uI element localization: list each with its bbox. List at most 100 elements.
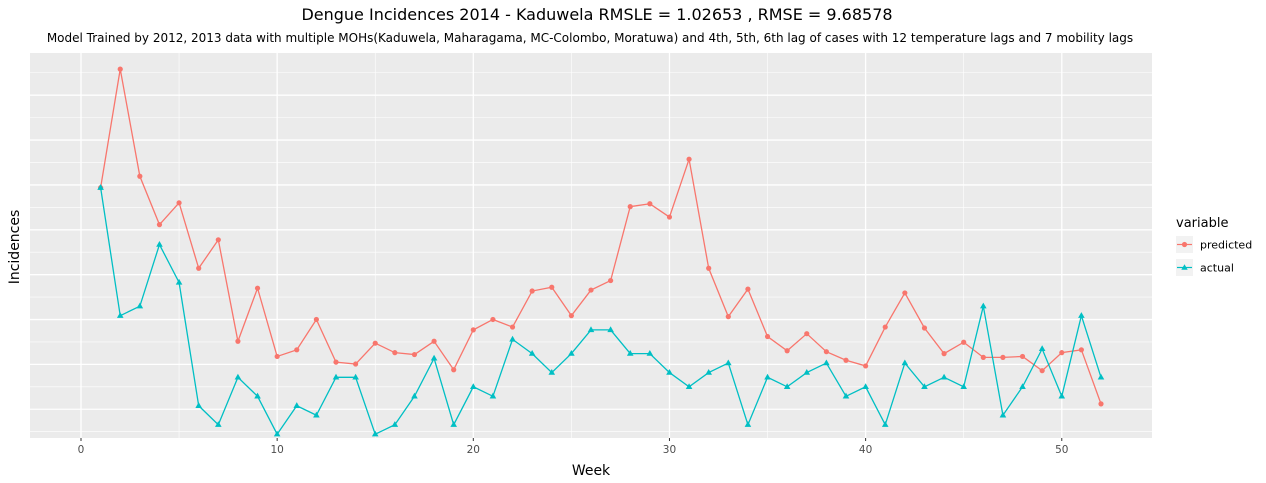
data-point-actual bbox=[666, 368, 673, 375]
series-line-actual bbox=[99, 187, 1102, 436]
data-point-actual bbox=[568, 350, 575, 356]
data-point-predicted bbox=[666, 214, 673, 220]
data-point-actual bbox=[116, 312, 124, 318]
data-point-predicted bbox=[843, 357, 849, 363]
data-point-predicted bbox=[1000, 354, 1006, 360]
legend-item-actual: actual bbox=[1176, 259, 1234, 276]
data-point-predicted bbox=[490, 316, 496, 323]
data-point-predicted bbox=[451, 367, 457, 373]
data-point-predicted bbox=[529, 288, 535, 294]
data-point-predicted bbox=[823, 349, 829, 355]
x-tick-label: 30 bbox=[663, 444, 676, 456]
data-point-predicted bbox=[1078, 347, 1084, 353]
data-point-actual bbox=[273, 430, 281, 437]
data-point-predicted bbox=[215, 237, 221, 243]
data-point-predicted bbox=[706, 265, 712, 271]
data-point-predicted bbox=[1098, 401, 1104, 407]
data-point-actual bbox=[430, 354, 438, 361]
data-point-actual bbox=[1097, 373, 1105, 380]
data-point-predicted bbox=[804, 331, 810, 337]
data-point-predicted bbox=[941, 351, 947, 357]
series-line-predicted bbox=[99, 69, 1102, 405]
data-point-actual bbox=[470, 383, 477, 389]
data-point-actual bbox=[136, 302, 144, 309]
data-point-actual bbox=[195, 402, 202, 408]
data-point-predicted bbox=[725, 314, 731, 320]
x-axis-label: Week bbox=[572, 463, 611, 479]
data-point-actual bbox=[528, 350, 536, 356]
x-tick-label: 0 bbox=[78, 444, 85, 456]
data-point-actual bbox=[156, 240, 163, 247]
data-point-predicted bbox=[980, 354, 986, 360]
data-point-actual bbox=[744, 421, 752, 427]
data-point-predicted bbox=[509, 324, 516, 330]
data-point-actual bbox=[587, 326, 595, 333]
data-point-actual bbox=[921, 383, 928, 389]
data-point-actual bbox=[803, 368, 811, 375]
data-point-predicted bbox=[196, 265, 202, 271]
data-point-predicted bbox=[1019, 353, 1026, 360]
data-point-predicted bbox=[431, 338, 437, 344]
data-point-predicted bbox=[313, 316, 319, 323]
data-point-predicted bbox=[294, 347, 300, 353]
data-point-actual bbox=[881, 421, 889, 427]
legend: variable predicted actual bbox=[1176, 216, 1252, 276]
data-point-predicted bbox=[686, 156, 692, 162]
data-point-actual bbox=[960, 383, 967, 389]
data-point-predicted bbox=[647, 201, 653, 207]
data-point-actual bbox=[607, 326, 614, 333]
data-point-actual bbox=[391, 421, 399, 427]
data-point-actual bbox=[352, 373, 359, 380]
data-point-predicted bbox=[137, 173, 143, 179]
data-point-predicted bbox=[764, 333, 771, 340]
data-point-predicted bbox=[235, 338, 241, 344]
y-axis-label: Incidences bbox=[7, 210, 23, 285]
data-point-predicted bbox=[568, 313, 574, 319]
x-tick-label: 50 bbox=[1055, 444, 1068, 456]
data-point-predicted bbox=[333, 359, 339, 365]
data-point-predicted bbox=[117, 66, 123, 72]
data-point-actual bbox=[293, 402, 301, 408]
data-point-actual bbox=[1078, 312, 1085, 318]
data-point-predicted bbox=[1039, 368, 1045, 374]
legend-label-predicted: predicted bbox=[1200, 239, 1252, 252]
data-point-actual bbox=[901, 359, 909, 366]
series-layer bbox=[97, 66, 1105, 437]
data-point-predicted bbox=[902, 290, 908, 296]
data-point-predicted bbox=[588, 287, 594, 293]
data-point-actual bbox=[1038, 345, 1046, 352]
data-point-actual bbox=[980, 302, 987, 309]
chart-subtitle: Model Trained by 2012, 2013 data with mu… bbox=[47, 31, 1133, 45]
data-point-actual bbox=[371, 430, 379, 437]
data-point-predicted bbox=[176, 200, 182, 206]
data-point-predicted bbox=[745, 286, 751, 292]
data-point-predicted bbox=[549, 284, 555, 290]
data-point-predicted bbox=[627, 204, 633, 210]
data-point-predicted bbox=[882, 324, 888, 330]
data-point-actual bbox=[450, 421, 457, 427]
data-point-actual bbox=[705, 368, 712, 375]
data-point-actual bbox=[509, 335, 516, 342]
data-point-actual bbox=[764, 373, 771, 380]
data-point-actual bbox=[940, 373, 948, 380]
data-point-actual bbox=[646, 350, 654, 356]
legend-label-actual: actual bbox=[1200, 262, 1234, 275]
x-tick-label: 20 bbox=[467, 444, 480, 456]
data-point-actual bbox=[175, 278, 183, 285]
data-point-actual bbox=[823, 359, 830, 366]
data-point-predicted bbox=[353, 361, 359, 367]
data-point-predicted bbox=[608, 277, 614, 284]
data-point-actual bbox=[215, 421, 222, 427]
chart-title: Dengue Incidences 2014 - Kaduwela RMSLE … bbox=[301, 5, 892, 24]
data-point-predicted bbox=[961, 339, 967, 345]
data-point-actual bbox=[1019, 383, 1026, 389]
data-point-predicted bbox=[372, 340, 378, 346]
data-point-actual bbox=[548, 368, 556, 375]
data-point-predicted bbox=[863, 363, 869, 369]
data-point-predicted bbox=[921, 325, 928, 331]
x-axis: 0 10 20 30 40 50 bbox=[78, 438, 1068, 456]
data-point-actual bbox=[313, 411, 320, 418]
data-point-actual bbox=[725, 359, 732, 366]
data-point-actual bbox=[411, 392, 418, 399]
data-point-actual bbox=[332, 373, 340, 380]
